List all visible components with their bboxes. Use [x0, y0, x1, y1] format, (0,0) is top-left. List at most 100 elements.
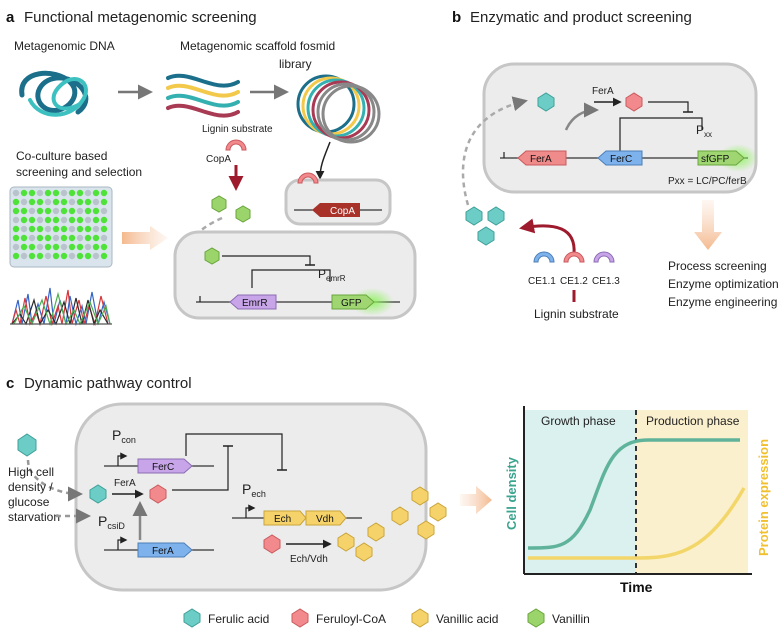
- ce1-2-label: CE1.2: [560, 276, 588, 287]
- plate-well: [36, 207, 44, 215]
- plate-well: [60, 189, 68, 197]
- vanillic-acid-hex: [391, 506, 409, 526]
- dna-fragments-icon: [166, 73, 240, 118]
- plate-well: [36, 243, 44, 251]
- panel-b-title: Enzymatic and product screening: [470, 9, 692, 26]
- plate-well: [92, 243, 100, 251]
- panel-a-letter: a: [6, 9, 15, 26]
- plate-well: [76, 243, 84, 251]
- ferulic-acid-hex: [465, 206, 483, 226]
- fera-gene-b: [517, 150, 567, 166]
- legend-label-ferulic-acid: Ferulic acid: [208, 612, 269, 626]
- panel-a-title: Functional metagenomic screening: [24, 9, 257, 26]
- feruloyl-coa-hex: [625, 92, 643, 112]
- plate-well: [100, 216, 108, 224]
- plate-well: [68, 243, 76, 251]
- fosmid-library-icon: [296, 74, 381, 144]
- emrr-gene: [229, 294, 277, 310]
- plate-well: [92, 252, 100, 260]
- plate-well: [100, 243, 108, 251]
- plate-well: [36, 216, 44, 224]
- plate-well: [92, 198, 100, 206]
- plate-well: [28, 234, 36, 242]
- vanillic-acid-hex: [367, 522, 385, 542]
- plate-well: [60, 243, 68, 251]
- ech-vdh-label: Ech/Vdh: [290, 554, 328, 565]
- vanillic-acid-hex: [337, 532, 355, 552]
- plate-well: [52, 207, 60, 215]
- plate-well: [28, 216, 36, 224]
- protein-expression-curve: [528, 487, 746, 560]
- plate-well: [44, 252, 52, 260]
- legend-label-vanillic-acid: Vanillic acid: [436, 612, 498, 626]
- emrr-gene-label: EmrR: [242, 298, 268, 309]
- plate-well: [100, 207, 108, 215]
- plate-well: [100, 252, 108, 260]
- sequencing-chromatogram-icon: [10, 287, 112, 327]
- legend-swatch-vanillic-acid: [411, 608, 429, 628]
- plate-well: [100, 234, 108, 242]
- plate-well: [36, 234, 44, 242]
- plate-well: [20, 216, 28, 224]
- plate-well: [76, 189, 84, 197]
- pcon-label: Pcon: [112, 427, 136, 445]
- ce1-3-enzyme-icon: [593, 251, 615, 263]
- legend-swatch-vanillin: [527, 608, 545, 628]
- cell-density-curve: [527, 438, 740, 550]
- fera-gene-label-b: FerA: [530, 154, 552, 165]
- plate-well: [84, 234, 92, 242]
- condition-line-2: density /: [8, 480, 53, 494]
- plate-well: [12, 198, 20, 206]
- vanillin-hex: [235, 205, 251, 223]
- plate-well: [44, 234, 52, 242]
- plate-well: [52, 216, 60, 224]
- plate-well: [60, 225, 68, 233]
- plate-well: [92, 216, 100, 224]
- copa-label: CopA: [206, 154, 231, 165]
- ferc-gene-label-b: FerC: [610, 154, 632, 165]
- plate-well: [92, 225, 100, 233]
- plate-well: [20, 198, 28, 206]
- plate-well: [60, 252, 68, 260]
- vdh-gene-label: Vdh: [316, 514, 334, 525]
- copa-cell: [284, 178, 392, 226]
- condition-line-1: High cell: [8, 465, 54, 479]
- feruloyl-coa-hex: [263, 534, 281, 554]
- gfp-gene-label: GFP: [341, 298, 362, 309]
- x-axis-label: Time: [620, 579, 653, 595]
- plate-well: [12, 216, 20, 224]
- fera-gene-c: [137, 542, 193, 558]
- output-arrow-c: [460, 486, 492, 514]
- plate-well: [68, 189, 76, 197]
- fera-gene-label-c: FerA: [152, 546, 174, 557]
- plate-well: [20, 207, 28, 215]
- sfgfp-gene-label: sfGFP: [701, 154, 730, 165]
- plate-well: [68, 234, 76, 242]
- fera-arrow-label-b: FerA: [592, 86, 614, 97]
- plate-well: [84, 225, 92, 233]
- plate-well: [20, 225, 28, 233]
- fosmid-library-label-1: Metagenomic scaffold fosmid: [180, 39, 335, 53]
- legend-label-vanillin: Vanillin: [552, 612, 590, 626]
- ce1-3-label: CE1.3: [592, 276, 620, 287]
- y-right-label: Protein expression: [756, 439, 771, 556]
- production-phase-label: Production phase: [646, 414, 740, 428]
- ferc-gene-c: [137, 458, 193, 474]
- vanillin-hex: [211, 195, 227, 213]
- plate-well: [44, 225, 52, 233]
- plate-well: [28, 252, 36, 260]
- plate-well: [100, 225, 108, 233]
- plate-well: [52, 189, 60, 197]
- plate-well: [60, 207, 68, 215]
- output-arrow-b: [694, 200, 722, 250]
- plate-well: [60, 216, 68, 224]
- outcome-process-screening: Process screening: [668, 259, 767, 273]
- promoter-emrr-label: PemrR: [318, 267, 346, 283]
- plate-well: [84, 207, 92, 215]
- plate-well: [44, 207, 52, 215]
- panel-a: a Functional metagenomic screening Metag…: [6, 9, 417, 327]
- plate-well: [36, 252, 44, 260]
- ferulic-acid-hex: [537, 92, 555, 112]
- legend-swatch-feruloyl-coa: [291, 608, 309, 628]
